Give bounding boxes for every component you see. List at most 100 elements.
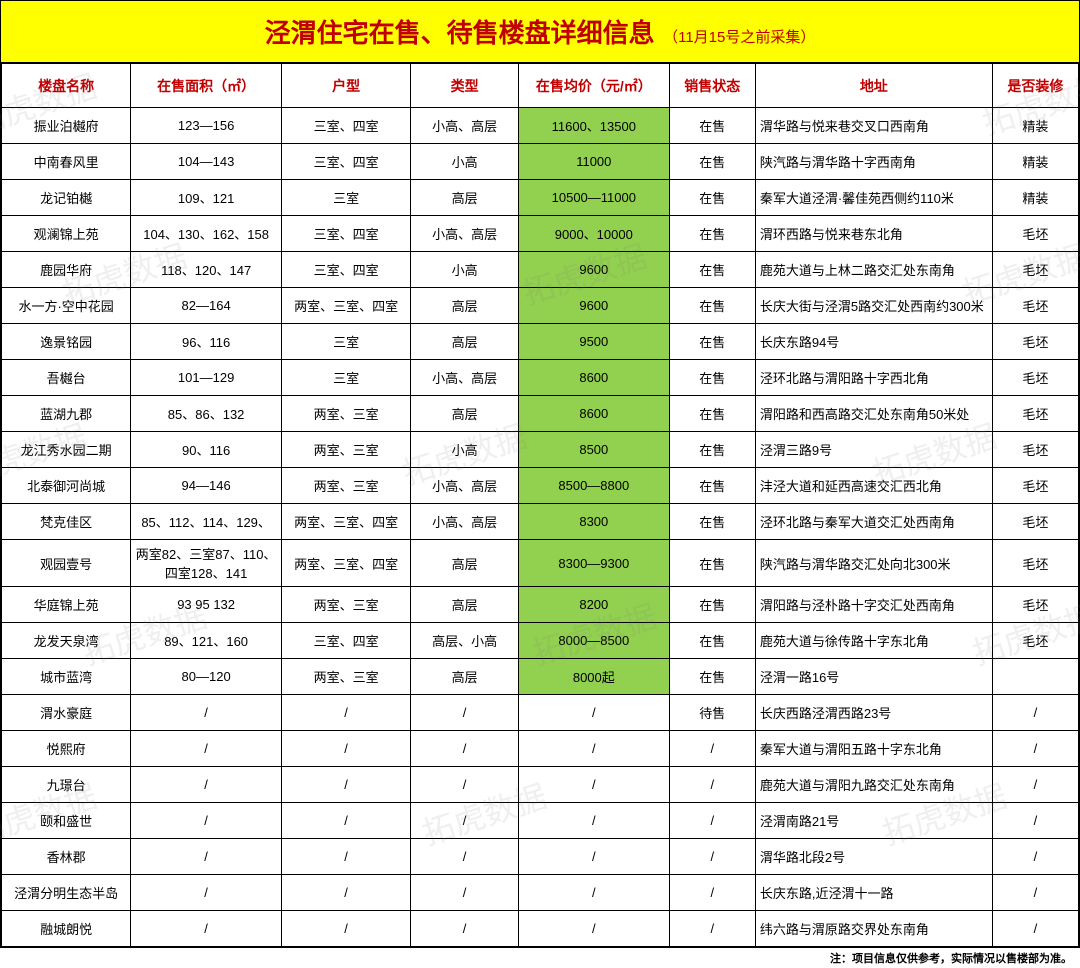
cell-addr: 鹿苑大道与渭阳九路交汇处东南角 bbox=[755, 767, 992, 803]
title-sub: （11月15号之前采集） bbox=[663, 29, 815, 46]
cell-status: / bbox=[669, 767, 755, 803]
cell-deco: 毛坯 bbox=[992, 396, 1078, 432]
cell-addr: 陕汽路与渭华路交汇处向北300米 bbox=[755, 540, 992, 587]
table-row: 龙发天泉湾89、121、160三室、四室高层、小高8000—8500在售鹿苑大道… bbox=[2, 623, 1079, 659]
table-row: 泾渭分明生态半岛/////长庆东路,近泾渭十一路/ bbox=[2, 875, 1079, 911]
cell-area: 80—120 bbox=[131, 659, 282, 695]
cell-price: 10500—11000 bbox=[518, 180, 669, 216]
cell-addr: 秦军大道与渭阳五路十字东北角 bbox=[755, 731, 992, 767]
cell-area: / bbox=[131, 875, 282, 911]
cell-hx: / bbox=[282, 731, 411, 767]
cell-name: 香林郡 bbox=[2, 839, 131, 875]
col-deco: 是否装修 bbox=[992, 64, 1078, 108]
cell-addr: 泾环北路与秦军大道交汇处西南角 bbox=[755, 504, 992, 540]
cell-area: 89、121、160 bbox=[131, 623, 282, 659]
cell-type: 小高、高层 bbox=[411, 468, 519, 504]
cell-status: 在售 bbox=[669, 587, 755, 623]
col-name: 楼盘名称 bbox=[2, 64, 131, 108]
cell-deco: 毛坯 bbox=[992, 216, 1078, 252]
cell-price: 9600 bbox=[518, 288, 669, 324]
cell-addr: 渭华路北段2号 bbox=[755, 839, 992, 875]
cell-status: 在售 bbox=[669, 252, 755, 288]
table-row: 城市蓝湾80—120两室、三室高层8000起在售泾渭一路16号 bbox=[2, 659, 1079, 695]
cell-area: / bbox=[131, 767, 282, 803]
cell-price: 9500 bbox=[518, 324, 669, 360]
cell-name: 悦熙府 bbox=[2, 731, 131, 767]
cell-addr: 纬六路与渭原路交界处东南角 bbox=[755, 911, 992, 947]
cell-name: 观澜锦上苑 bbox=[2, 216, 131, 252]
table-container: 泾渭住宅在售、待售楼盘详细信息 （11月15号之前采集） 楼盘名称 在售面积（㎡… bbox=[0, 0, 1080, 948]
cell-deco: 精装 bbox=[992, 180, 1078, 216]
table-row: 蓝湖九郡85、86、132两室、三室高层8600在售渭阳路和西高路交汇处东南角5… bbox=[2, 396, 1079, 432]
cell-area: / bbox=[131, 911, 282, 947]
cell-addr: 长庆东路94号 bbox=[755, 324, 992, 360]
cell-addr: 鹿苑大道与徐传路十字东北角 bbox=[755, 623, 992, 659]
table-row: 悦熙府/////秦军大道与渭阳五路十字东北角/ bbox=[2, 731, 1079, 767]
cell-hx: 三室、四室 bbox=[282, 144, 411, 180]
col-addr: 地址 bbox=[755, 64, 992, 108]
cell-price: / bbox=[518, 875, 669, 911]
table-row: 鹿园华府118、120、147三室、四室小高9600在售鹿苑大道与上林二路交汇处… bbox=[2, 252, 1079, 288]
table-row: 观澜锦上苑104、130、162、158三室、四室小高、高层9000、10000… bbox=[2, 216, 1079, 252]
cell-area: 123—156 bbox=[131, 108, 282, 144]
cell-deco: 毛坯 bbox=[992, 587, 1078, 623]
cell-status: / bbox=[669, 803, 755, 839]
cell-hx: 两室、三室 bbox=[282, 432, 411, 468]
cell-price: / bbox=[518, 911, 669, 947]
cell-price: / bbox=[518, 731, 669, 767]
cell-status: 在售 bbox=[669, 396, 755, 432]
cell-hx: 两室、三室、四室 bbox=[282, 540, 411, 587]
col-type: 类型 bbox=[411, 64, 519, 108]
cell-hx: 两室、三室 bbox=[282, 587, 411, 623]
cell-type: 小高、高层 bbox=[411, 504, 519, 540]
cell-price: 11600、13500 bbox=[518, 108, 669, 144]
cell-name: 北泰御河尚城 bbox=[2, 468, 131, 504]
cell-price: 8500—8800 bbox=[518, 468, 669, 504]
header-row: 楼盘名称 在售面积（㎡） 户型 类型 在售均价（元/㎡） 销售状态 地址 是否装… bbox=[2, 64, 1079, 108]
cell-deco: 毛坯 bbox=[992, 540, 1078, 587]
table-row: 九璟台/////鹿苑大道与渭阳九路交汇处东南角/ bbox=[2, 767, 1079, 803]
cell-name: 龙记铂樾 bbox=[2, 180, 131, 216]
cell-area: / bbox=[131, 803, 282, 839]
col-hx: 户型 bbox=[282, 64, 411, 108]
table-row: 观园壹号两室82、三室87、110、四室128、141两室、三室、四室高层830… bbox=[2, 540, 1079, 587]
cell-name: 龙发天泉湾 bbox=[2, 623, 131, 659]
cell-type: 高层、小高 bbox=[411, 623, 519, 659]
cell-price: 8300—9300 bbox=[518, 540, 669, 587]
cell-name: 渭水豪庭 bbox=[2, 695, 131, 731]
cell-status: 在售 bbox=[669, 360, 755, 396]
cell-addr: 陕汽路与渭华路十字西南角 bbox=[755, 144, 992, 180]
cell-type: / bbox=[411, 695, 519, 731]
cell-addr: 渭环西路与悦来巷东北角 bbox=[755, 216, 992, 252]
property-table: 楼盘名称 在售面积（㎡） 户型 类型 在售均价（元/㎡） 销售状态 地址 是否装… bbox=[1, 63, 1079, 947]
cell-deco: / bbox=[992, 695, 1078, 731]
cell-price: 8500 bbox=[518, 432, 669, 468]
cell-type: / bbox=[411, 875, 519, 911]
cell-name: 吾樾台 bbox=[2, 360, 131, 396]
cell-area: / bbox=[131, 695, 282, 731]
cell-name: 水一方·空中花园 bbox=[2, 288, 131, 324]
cell-deco: / bbox=[992, 839, 1078, 875]
cell-addr: 长庆大街与泾渭5路交汇处西南约300米 bbox=[755, 288, 992, 324]
cell-status: 待售 bbox=[669, 695, 755, 731]
cell-type: 小高 bbox=[411, 432, 519, 468]
cell-status: / bbox=[669, 875, 755, 911]
table-row: 颐和盛世/////泾渭南路21号/ bbox=[2, 803, 1079, 839]
table-row: 华庭锦上苑93 95 132两室、三室高层8200在售渭阳路与泾朴路十字交汇处西… bbox=[2, 587, 1079, 623]
cell-status: 在售 bbox=[669, 432, 755, 468]
cell-status: / bbox=[669, 911, 755, 947]
cell-deco: 精装 bbox=[992, 108, 1078, 144]
cell-area: 82—164 bbox=[131, 288, 282, 324]
cell-addr: 鹿苑大道与上林二路交汇处东南角 bbox=[755, 252, 992, 288]
cell-addr: 泾环北路与渭阳路十字西北角 bbox=[755, 360, 992, 396]
cell-price: 8300 bbox=[518, 504, 669, 540]
cell-name: 蓝湖九郡 bbox=[2, 396, 131, 432]
cell-status: 在售 bbox=[669, 324, 755, 360]
title-main: 泾渭住宅在售、待售楼盘详细信息 bbox=[265, 18, 655, 48]
cell-hx: / bbox=[282, 875, 411, 911]
cell-price: 8600 bbox=[518, 396, 669, 432]
col-price: 在售均价（元/㎡） bbox=[518, 64, 669, 108]
cell-area: 93 95 132 bbox=[131, 587, 282, 623]
cell-hx: 两室、三室、四室 bbox=[282, 288, 411, 324]
table-row: 梵克佳区85、112、114、129、两室、三室、四室小高、高层8300在售泾环… bbox=[2, 504, 1079, 540]
